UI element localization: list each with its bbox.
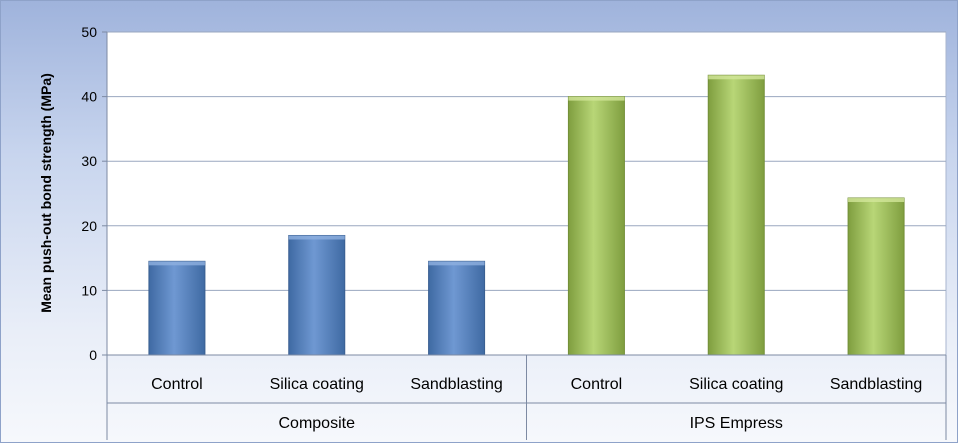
x-group-label: Composite xyxy=(279,415,356,432)
bar-top-cap xyxy=(148,261,205,266)
y-axis-title: Mean push-out bond strength (MPa) xyxy=(38,73,54,313)
bar-top-cap xyxy=(708,75,765,80)
bar-ips-empress-silica-coating xyxy=(707,74,765,356)
bar-ips-empress-sandblasting xyxy=(847,197,905,356)
bar-top-cap xyxy=(288,235,345,240)
bar-top-cap xyxy=(428,261,485,266)
bar-composite-control xyxy=(148,260,206,356)
x-category-label: Sandblasting xyxy=(410,376,503,393)
bar-composite-silica-coating xyxy=(288,234,346,356)
x-category-label: Silica coating xyxy=(270,376,364,393)
y-tick-label: 40 xyxy=(81,89,97,105)
y-tick-label: 30 xyxy=(81,153,97,169)
x-group-label: IPS Empress xyxy=(690,415,783,432)
gridlines xyxy=(107,31,946,291)
y-axis-ticks: 0 10 20 30 40 50 xyxy=(81,24,108,440)
y-tick-label: 10 xyxy=(81,282,97,298)
x-category-label: Silica coating xyxy=(689,376,783,393)
x-category-label: Sandblasting xyxy=(830,376,923,393)
bar-ips-empress-control xyxy=(567,96,625,356)
x-axis-categories: Control Silica coating Sandblasting Composi… xyxy=(107,354,947,440)
x-category-label: Control xyxy=(571,376,623,393)
bar-top-cap xyxy=(568,96,625,101)
y-tick-label: 50 xyxy=(81,24,97,40)
bar-composite-sandblasting xyxy=(428,260,486,356)
x-category-label: Control xyxy=(151,376,203,393)
y-tick-label: 20 xyxy=(81,218,97,234)
plot-area xyxy=(106,31,947,356)
bar-top-cap xyxy=(848,198,905,203)
y-tick-label: 0 xyxy=(89,347,97,363)
